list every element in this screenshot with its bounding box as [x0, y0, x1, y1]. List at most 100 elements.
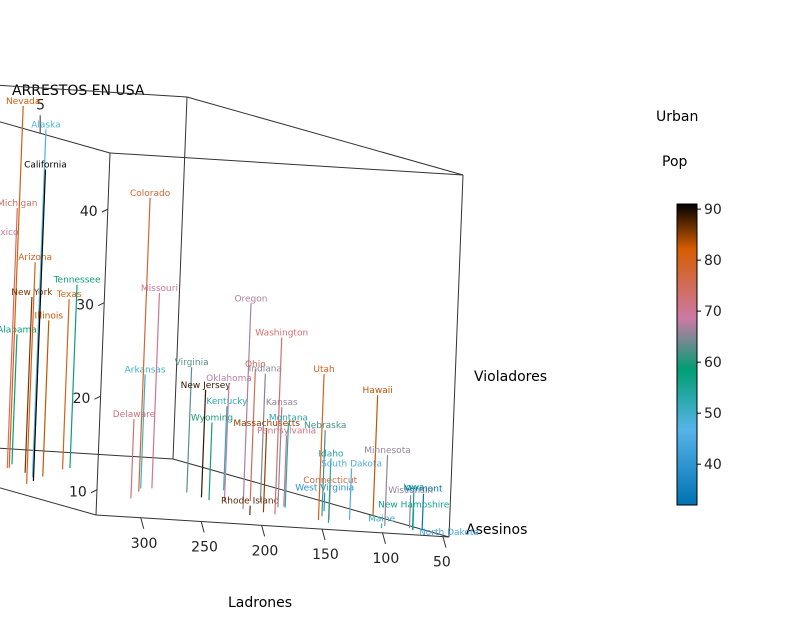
point-label: Indiana — [249, 365, 282, 375]
colorbar: Urban Pop 40 50 60 70 80 90 — [656, 109, 722, 506]
point-label: South Dakota — [321, 459, 382, 469]
point-label: Tennessee — [53, 276, 101, 286]
point-label: Oregon — [234, 294, 267, 304]
point-drop-line — [151, 292, 161, 489]
z-tick-label: 10 — [69, 485, 87, 501]
x-tick-mark — [321, 528, 326, 541]
point-drop-line — [32, 169, 47, 482]
colorbar-gradient — [676, 203, 698, 506]
point-label: Iowa — [403, 483, 424, 493]
point-label: Vermont — [404, 485, 443, 495]
point-drop-line — [412, 509, 415, 531]
point-drop-line — [274, 337, 283, 515]
point-drop-line — [11, 334, 18, 465]
point-label: New Hampshire — [378, 500, 450, 510]
point-label: New Mexico — [0, 228, 19, 238]
z-tick-mark — [101, 208, 109, 213]
box-edge — [0, 121, 111, 154]
box-edge — [95, 514, 450, 538]
box-edge — [172, 96, 188, 460]
point-label: Montana — [269, 414, 308, 424]
box-edge — [0, 447, 174, 460]
point-drop-line — [42, 320, 50, 477]
point-label: Colorado — [130, 189, 171, 199]
point-label: Rhode Island — [221, 497, 279, 507]
x-tick-mark — [200, 521, 205, 533]
z-tick-mark — [97, 302, 105, 307]
point-drop-line — [223, 406, 228, 491]
z-tick-mark — [90, 489, 98, 494]
x-tick-label: 250 — [191, 540, 218, 556]
point-drop-line — [323, 492, 326, 512]
z-tick-label: 40 — [80, 204, 98, 220]
point-drop-line — [140, 374, 146, 489]
x-tick-label: 200 — [252, 543, 279, 559]
colorbar-tick-label: 50 — [704, 406, 722, 422]
point-drop-line — [24, 296, 33, 473]
colorbar-tick-label: 80 — [704, 253, 722, 269]
point-label: North Dakota — [419, 528, 479, 538]
point-drop-line — [242, 303, 252, 510]
x-tick-label: 50 — [433, 555, 451, 571]
chart-title: ARRESTOS EN USA — [12, 83, 145, 99]
point-label: Wisconsin — [388, 486, 433, 496]
point-drop-line — [372, 395, 379, 516]
point-label: West Virginia — [295, 484, 354, 494]
box-edge — [0, 487, 97, 516]
point-drop-line — [421, 493, 425, 531]
point-label: Nevada — [6, 97, 40, 107]
point-drop-line — [6, 208, 18, 469]
point-label: Illinois — [35, 311, 64, 321]
point-drop-line — [223, 382, 230, 502]
colorbar-tick-label: 40 — [704, 457, 722, 473]
point-drop-line — [249, 368, 256, 501]
x-tick-mark — [140, 517, 145, 529]
z-tick-mark — [94, 395, 101, 400]
point-drop-line — [259, 373, 266, 502]
point-label: California — [24, 161, 67, 171]
box-edge — [448, 174, 464, 538]
point-label: Alabama — [0, 325, 37, 335]
point-label: Missouri — [141, 284, 178, 294]
point-drop-line — [317, 374, 325, 521]
point-label: Oklahoma — [206, 374, 252, 384]
point-drop-line — [200, 389, 207, 498]
point-label: Michigan — [0, 199, 37, 209]
point-drop-line — [69, 284, 78, 468]
point-drop-line — [283, 435, 288, 507]
x-tick-label: 300 — [131, 536, 158, 552]
point-label: Pennsylvania — [257, 426, 316, 436]
box-edge — [186, 96, 464, 176]
point-drop-line — [284, 422, 290, 508]
point-label: Washington — [255, 329, 308, 339]
plot-box — [0, 84, 464, 538]
z-tick-label: 30 — [76, 298, 94, 314]
point-drop-line — [138, 197, 151, 492]
point-label: Utah — [313, 365, 334, 375]
point-drop-line — [186, 367, 193, 493]
point-drop-line — [321, 430, 326, 517]
x-tick-mark — [442, 536, 447, 548]
box-edge — [95, 152, 111, 516]
point-drop-line — [61, 299, 70, 470]
point-label: Virginia — [175, 358, 209, 368]
box-edge — [0, 84, 188, 98]
y-tick-label: 5 — [36, 97, 45, 113]
point-drop-line — [262, 428, 268, 513]
z-axis-label: Violadores — [474, 369, 547, 385]
point-drop-line — [130, 418, 135, 499]
point-label: Delaware — [113, 410, 156, 420]
x-tick-label: 100 — [373, 551, 400, 567]
point-label: Hawaii — [363, 386, 393, 396]
point-label: Minnesota — [364, 446, 410, 456]
point-drop-line — [408, 495, 412, 528]
z-tick-label: 20 — [73, 391, 91, 407]
colorbar-tick-label: 70 — [704, 304, 722, 320]
point-label: Arkansas — [125, 365, 166, 375]
x-tick-mark — [261, 525, 266, 537]
box-edge — [109, 152, 464, 176]
point-drop-line — [277, 407, 283, 508]
point-drop-line — [31, 129, 47, 478]
x-axis-ticks: 50 100 150 200 250 300 — [131, 517, 451, 571]
point-label: Ohio — [245, 360, 266, 370]
